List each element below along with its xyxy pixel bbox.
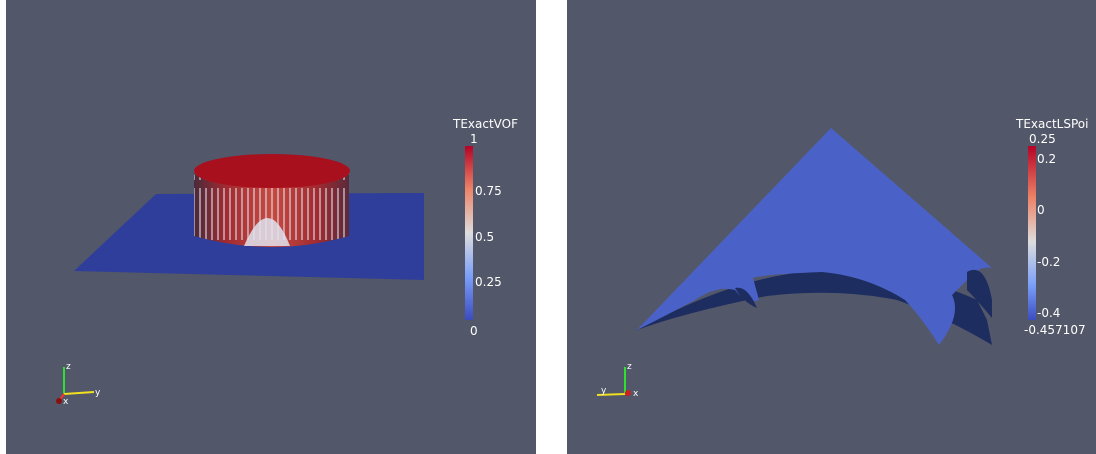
color-legend-min: 0 [470, 324, 478, 338]
cylinder-top [194, 154, 350, 188]
color-legend-bar [465, 146, 473, 320]
color-legend-tick: 0 [1037, 203, 1045, 217]
color-legend-title: TExactVOF [453, 117, 519, 131]
surface-notch-left [735, 287, 757, 308]
orientation-axes: z y x [56, 362, 101, 407]
y-axis-label: y [601, 386, 607, 396]
cylinder-stripes [194, 175, 349, 247]
y-axis-label: y [95, 388, 101, 398]
z-axis-label: z [627, 362, 632, 372]
render-view-left[interactable]: TExactVOF 1 0.75 0.5 0.25 0 z y x [6, 0, 536, 454]
color-legend-tick: -0.2 [1037, 255, 1061, 269]
y-axis-line [596, 393, 626, 396]
vof-surface-scene [74, 146, 473, 320]
color-legend-max: 1 [470, 132, 478, 146]
x-axis-marker [625, 390, 631, 396]
color-legend-tick: 0.2 [1037, 152, 1057, 166]
color-legend-tick: 0.25 [475, 275, 502, 289]
levelset-surface-scene [637, 128, 1036, 345]
surface-notch-right [967, 269, 992, 318]
render-view-right[interactable]: TExactLSPoi 0.25 0.2 0 -0.2 -0.4 -0.4571… [567, 0, 1096, 454]
color-legend-tick: 0.5 [475, 230, 495, 244]
color-legend-min: -0.457107 [1024, 323, 1086, 337]
y-axis-line [63, 391, 95, 395]
surface-main [637, 128, 992, 345]
x-axis-marker [56, 398, 62, 404]
inner-bump [244, 218, 290, 246]
color-legend-max: 0.25 [1029, 132, 1056, 146]
x-axis-label: x [633, 389, 639, 399]
color-legend-bar [1028, 146, 1036, 320]
color-legend-tick: 0.75 [475, 184, 502, 198]
z-axis-label: z [66, 362, 71, 372]
color-legend-title: TExactLSPoi [1016, 117, 1089, 131]
x-axis-label: x [63, 397, 69, 407]
orientation-axes: z y x [596, 362, 639, 399]
color-legend-tick: -0.4 [1037, 306, 1061, 320]
